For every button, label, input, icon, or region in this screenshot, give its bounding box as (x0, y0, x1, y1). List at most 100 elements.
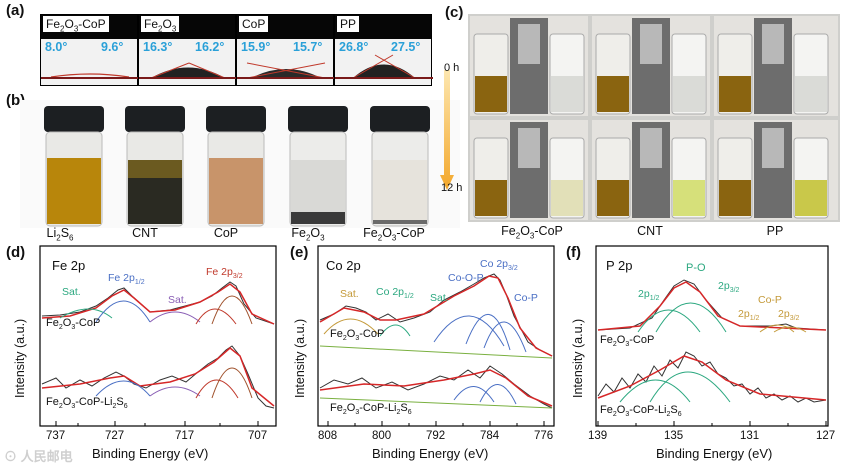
co-top-envelope (319, 275, 553, 357)
p-sample-bottom: Fe2O3-CoP-Li2S6 (600, 404, 682, 419)
hcell-label-cnt: CNT (637, 224, 663, 238)
p-peak-cp12: 2p1/2 (738, 308, 760, 323)
vial-cnt (125, 106, 185, 227)
fe-xtick-1: 727 (105, 430, 125, 442)
panel-d-label: (d) (6, 244, 26, 261)
vial-fe2o3-cop (370, 106, 430, 227)
hcell-fe2o3-cop-12h (470, 120, 588, 220)
h-cell-photos (468, 14, 840, 222)
co-xtick-2: 792 (426, 430, 446, 442)
panel-f-label: (f) (566, 244, 581, 261)
p-peak-cop: Co-P (758, 294, 782, 306)
co-peak-coop: Co-O-P (448, 272, 484, 284)
left-angle: 8.0° (45, 40, 68, 54)
sample-name: CoP (239, 16, 269, 32)
fe-top-envelope (41, 283, 275, 325)
p-peak-cp32: 2p3/2 (778, 308, 800, 323)
left-angle: 16.3° (143, 40, 173, 54)
vial-label-fe2o3: Fe2O3 (291, 226, 325, 243)
left-angle: 26.8° (339, 40, 369, 54)
fe-peak-sat2: Sat. (168, 294, 187, 306)
vial-fe2o3 (288, 106, 348, 227)
hcell-label-fe2o3-cop: Fe2O3-CoP (501, 224, 563, 241)
p-bottom-envelope (597, 355, 827, 401)
vial-label-fe2o3-cop: Fe2O3-CoP (363, 226, 425, 243)
p-top-data (597, 279, 827, 331)
co-ylabel: Intensity (a.u.) (293, 319, 307, 398)
co-xtick-4: 776 (534, 430, 554, 442)
time-label-0h: 0 h (444, 62, 460, 74)
p-xtick-3: 127 (816, 430, 836, 442)
co-xtick-0: 808 (318, 430, 338, 442)
right-angle: 9.6° (101, 40, 124, 54)
panel-e-label: (e) (290, 244, 309, 261)
co-bottom-envelope (319, 369, 553, 407)
co-xtick-1: 800 (372, 430, 392, 442)
vial-label-cop: CoP (213, 226, 239, 240)
panel-a-label: (a) (6, 2, 25, 19)
fe-title: Fe 2p (52, 258, 86, 273)
hcell-label-pp: PP (766, 224, 784, 238)
watermark-logo: ⊙ 人民邮电 (4, 449, 73, 464)
p-peak-p32: 2p3/2 (718, 280, 740, 295)
hcell-cnt-0h (592, 16, 710, 116)
fe-bottom-envelope (41, 347, 275, 407)
p-xtick-2: 131 (740, 430, 760, 442)
vial-label-cnt: CNT (132, 226, 158, 240)
fe-sample-bottom: Fe2O3-CoP-Li2S6 (46, 396, 128, 411)
time-label-12h: 12 h (441, 182, 463, 194)
xps-p2p-chart: Intensity (a.u.) (571, 245, 829, 427)
co-sample-bottom: Fe2O3-CoP-Li2S6 (330, 402, 412, 417)
fe-peak-fe32: Fe 2p3/2 (206, 266, 243, 281)
p-title: P 2p (606, 258, 633, 273)
co-peak-sat1: Sat. (340, 288, 359, 300)
p-peak-p12: 2p1/2 (638, 288, 660, 303)
co-sample-top: Fe2O3-CoP (330, 328, 385, 343)
fe-xtick-2: 717 (175, 430, 195, 442)
p-xtick-1: 135 (664, 430, 684, 442)
sample-name: Fe2O3-CoP (43, 16, 109, 33)
vial-photo-row (20, 100, 460, 228)
hcell-cnt-12h (592, 120, 710, 220)
p-top-envelope (597, 281, 827, 331)
right-angle: 16.2° (195, 40, 225, 54)
hcell-pp-0h (714, 16, 838, 116)
fe-top-sat1 (59, 308, 113, 319)
co-peak-cop: Co-P (514, 292, 538, 304)
p-bottom-data (597, 351, 827, 403)
fe-top-fe12 (95, 300, 151, 323)
p-ylabel: Intensity (a.u.) (571, 319, 585, 398)
left-angle: 15.9° (241, 40, 271, 54)
p-xtick-0: 139 (588, 430, 608, 442)
co-xlabel: Binding Energy (eV) (372, 446, 489, 461)
vial-cop (206, 106, 266, 227)
co-peak-co12: Co 2p1/2 (376, 286, 414, 301)
panel-c-label: (c) (445, 4, 464, 21)
fe-xtick-3: 707 (248, 430, 268, 442)
co-title: Co 2p (326, 258, 361, 273)
contact-angle-fe2o3-cop: Fe2O3-CoP 8.0° 9.6° (40, 14, 139, 86)
right-angle: 15.7° (293, 40, 323, 54)
co-xtick-3: 784 (480, 430, 500, 442)
sample-name: Fe2O3 (141, 16, 180, 33)
vial-label-li2s6: Li2S6 (46, 226, 74, 243)
fe-sample-top: Fe2O3-CoP (46, 317, 101, 332)
p-peak-po: P-O (686, 262, 706, 274)
fe-xtick-0: 737 (46, 430, 66, 442)
vial-li2s6 (44, 106, 104, 227)
fe-top-fe32a (195, 308, 237, 325)
co-peak-co32: Co 2p3/2 (480, 258, 518, 273)
sample-name: PP (337, 16, 360, 32)
p-sample-top: Fe2O3-CoP (600, 334, 655, 349)
co-peak-sat2: Sat. (430, 292, 449, 304)
right-angle: 27.5° (391, 40, 421, 54)
fe-top-fe32b (211, 295, 253, 325)
co-top-data (319, 273, 553, 357)
p-xlabel: Binding Energy (eV) (656, 446, 773, 461)
fe-ylabel: Intensity (a.u.) (13, 319, 27, 398)
contact-angle-fe2o3: Fe2O3 16.3° 16.2° (138, 14, 237, 86)
fe-peak-fe12: Fe 2p1/2 (108, 272, 145, 287)
contact-angle-pp: PP 26.8° 27.5° (334, 14, 433, 86)
hcell-fe2o3-cop-0h (470, 16, 588, 116)
contact-angle-cop: CoP 15.9° 15.7° (236, 14, 335, 86)
